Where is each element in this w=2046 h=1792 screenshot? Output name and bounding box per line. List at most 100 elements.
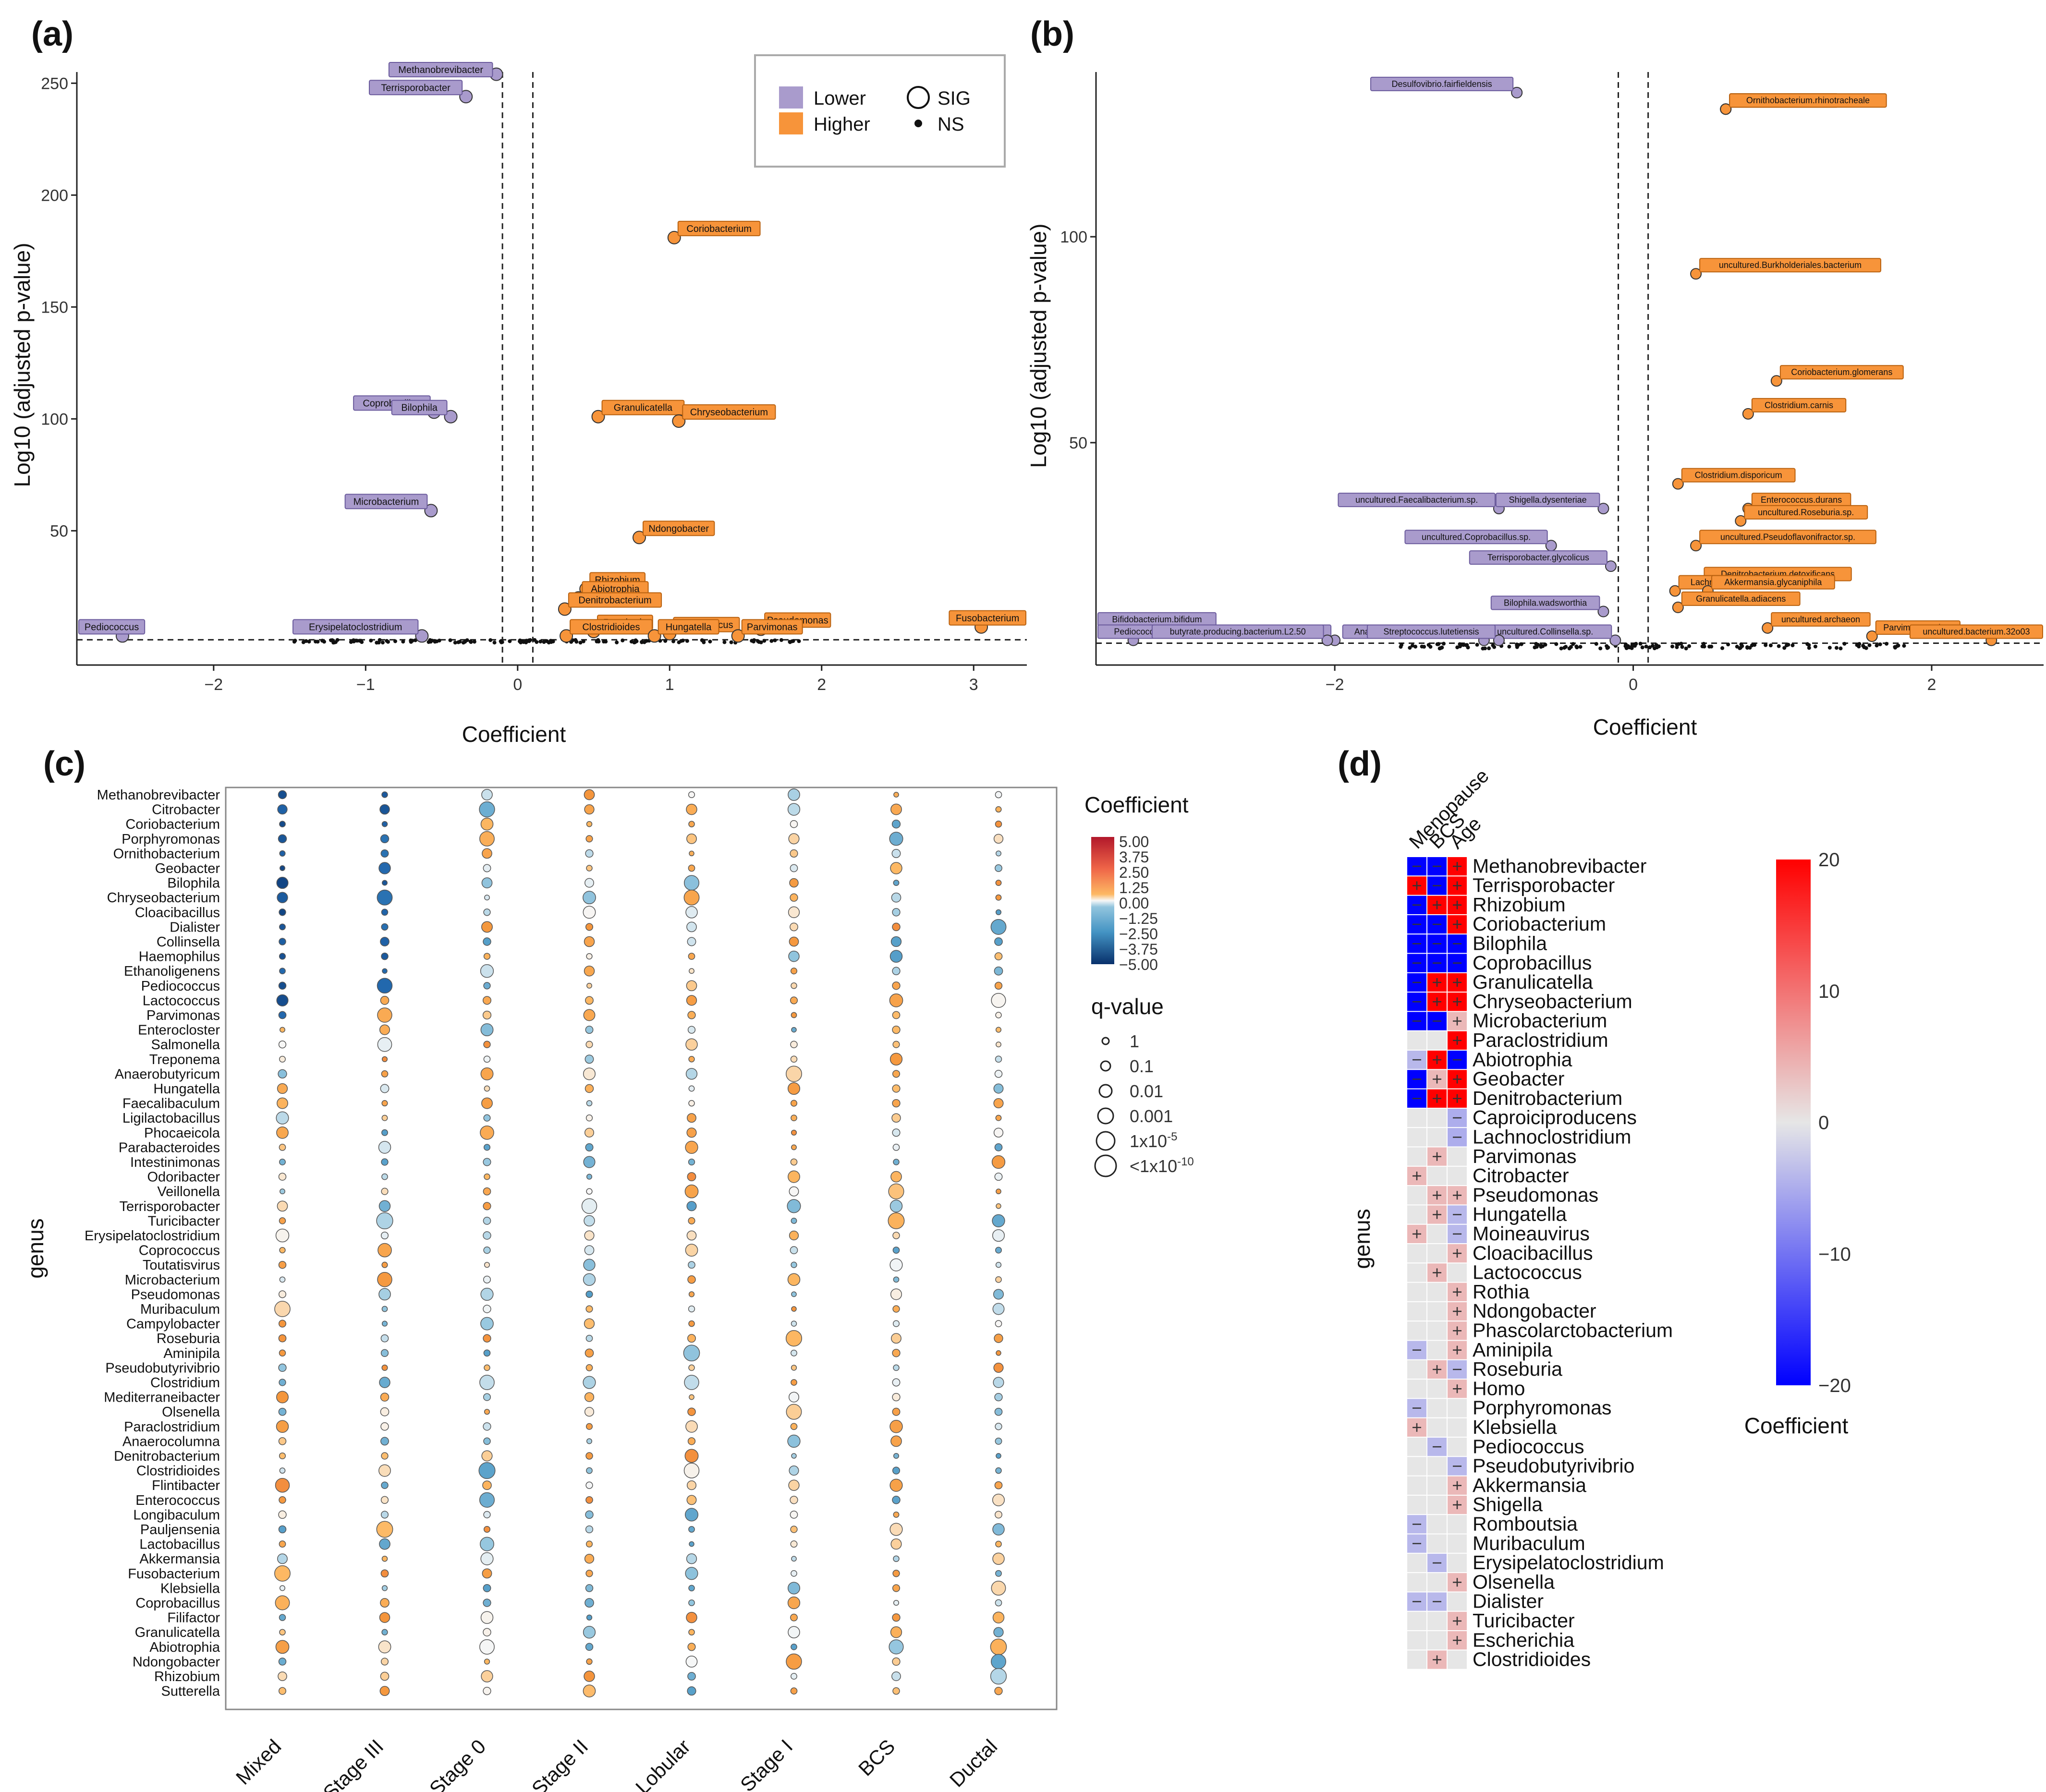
b-ns-point <box>1534 642 1538 646</box>
c-bubble-pediococcus-stage-iii <box>377 978 393 994</box>
c-bubble-filifactor-stage-0 <box>480 1611 494 1624</box>
b-point-uncultured-burkholderiales-bacterium-label: uncultured.Burkholderiales.bacterium <box>1719 260 1862 270</box>
c-bubble-geobacter-mixed <box>280 865 285 871</box>
a-ytick-label: 250 <box>41 74 68 93</box>
c-bubble-anaerobutyricum-bcs <box>892 1070 901 1078</box>
c-bubble-turicibacter-lobular <box>688 1217 695 1224</box>
c-bubble-klebsiella-ductal <box>991 1580 1006 1596</box>
c-genus-label-mediterraneibacter: Mediterraneibacter <box>104 1390 220 1405</box>
b-ns-point <box>1422 644 1426 649</box>
c-bubble-faecalibaculum-ductal <box>993 1098 1004 1109</box>
c-bubble-geobacter-stage-iii <box>378 862 391 874</box>
b-ns-point <box>1861 643 1865 648</box>
c-bubble-pseudomonas-mixed <box>278 1290 287 1298</box>
c-bubble-fusobacterium-stage-0 <box>482 1568 492 1579</box>
a-point-erysipelatoclostridium-label-box <box>292 619 419 635</box>
b-ns-point <box>1768 643 1773 648</box>
c-bubble-faecalibaculum-stage-0 <box>481 1097 493 1109</box>
d-genus-label-klebsiella: Klebsiella <box>1473 1416 1557 1438</box>
c-bubble-erysipelatoclostridium-lobular <box>686 1230 697 1241</box>
d-cell-moineauvirus-bcs <box>1427 1224 1447 1243</box>
c-bubble-coprobacillus-bcs <box>893 1599 900 1606</box>
c-bubble-anaerocolumna-mixed <box>278 1437 287 1445</box>
a-ns-point <box>333 640 338 644</box>
c-genus-label-methanobrevibacter: Methanobrevibacter <box>97 787 220 803</box>
a-ns-point <box>578 641 583 645</box>
b-ns-point <box>1562 646 1567 650</box>
b-point-uncultured-coprobacillus-sp-label-box <box>1404 530 1548 545</box>
c-genus-label-intestinimonas: Intestinimonas <box>130 1155 220 1170</box>
c-bubble-olsenella-lobular <box>687 1407 696 1416</box>
legend-ns-marker <box>914 120 922 127</box>
c-bubble-akkermansia-stage-ii <box>584 1554 595 1564</box>
c-bubble-sutterella-bcs <box>892 1687 900 1695</box>
b-ns-point <box>1463 643 1468 647</box>
d-cell-clostridioides-age <box>1448 1650 1467 1669</box>
c-bubble-hungatella-mixed <box>277 1083 288 1094</box>
c-bubble-klebsiella-stage-i <box>787 1582 801 1595</box>
c-bubble-abiotrophia-stage-ii <box>585 1643 594 1651</box>
b-ns-point <box>1777 644 1781 648</box>
a-ns-point <box>773 638 777 642</box>
c-genus-label-coprococcus: Coprococcus <box>139 1243 220 1259</box>
b-ns-point <box>1764 643 1768 647</box>
d-genus-label-pseudomonas: Pseudomonas <box>1473 1184 1598 1206</box>
c-bubble-mediterraneibacter-stage-0 <box>483 1393 491 1401</box>
a-xtick-label: 3 <box>969 676 978 694</box>
d-color-tick-label: −10 <box>1818 1244 1851 1265</box>
a-ytick-label: 150 <box>41 298 68 316</box>
d-cell-shigella-menopause <box>1407 1495 1426 1514</box>
c-bubble-ligilactobacillus-lobular <box>687 1113 696 1123</box>
a-point-coriobacterium-label: Coriobacterium <box>686 224 752 234</box>
a-point-terrisporobacter-label-box <box>368 80 463 96</box>
b-point-bilophila-wadsworthia-label: Bilophila.wadsworthia <box>1504 598 1587 608</box>
a-ns-point <box>304 639 308 643</box>
c-bubble-toutatisvirus-bcs <box>889 1258 903 1271</box>
c-bubble-hungatella-bcs <box>892 1084 901 1093</box>
a-point-bilophila <box>444 410 458 424</box>
c-bubble-methanobrevibacter-bcs <box>893 792 899 798</box>
c-bubble-enterocloster-lobular <box>687 1026 696 1034</box>
legend-lower-swatch <box>779 86 803 109</box>
b-ns-point <box>1687 644 1692 648</box>
a-xtick-label: 2 <box>817 676 826 694</box>
b-xtick-label: −2 <box>1326 676 1344 694</box>
d-genus-label-chryseobacterium: Chryseobacterium <box>1473 990 1632 1012</box>
b-ns-point <box>1491 643 1495 647</box>
d-color-tick-label: −20 <box>1818 1375 1851 1396</box>
c-size-legend-circle <box>1101 1037 1110 1045</box>
c-bubble-coprobacillus-mixed <box>275 1595 290 1610</box>
b-point-uncultured-faecalibacterium-sp-label-box <box>1338 493 1496 508</box>
c-bubble-odoribacter-stage-0 <box>484 1173 490 1180</box>
c-bubble-olsenella-mixed <box>278 1407 287 1416</box>
c-bubble-ligilactobacillus-stage-i <box>791 1114 797 1122</box>
c-bubble-parvimonas-lobular <box>687 1011 696 1019</box>
a-ns-point <box>671 639 676 643</box>
c-genus-label-pediococcus: Pediococcus <box>141 979 220 994</box>
c-bubble-clostridioides-stage-iii <box>378 1464 391 1477</box>
c-color-tick-label: 0.00 <box>1119 895 1149 912</box>
a-point-granulicatella-label: Granulicatella <box>614 403 673 413</box>
d-genus-label-rothia: Rothia <box>1473 1281 1530 1303</box>
d-genus-label-homo: Homo <box>1473 1377 1525 1399</box>
c-genus-label-clostridioides: Clostridioides <box>136 1464 220 1479</box>
b-point-bilophila-wadsworthia <box>1597 605 1609 618</box>
d-genus-label-caproiciproducens: Caproiciproducens <box>1473 1106 1637 1128</box>
b-point-coriobacterium-glomerans-label: Coriobacterium.glomerans <box>1791 367 1892 377</box>
c-bubble-erysipelatoclostridium-stage-0 <box>483 1231 491 1240</box>
b-ns-point <box>1748 645 1752 650</box>
c-bubble-veillonella-ductal <box>996 1188 1001 1195</box>
c-bubble-porphyromonas-stage-iii <box>380 834 390 844</box>
c-bubble-toutatisvirus-lobular <box>688 1261 695 1269</box>
c-bubble-salmonella-ductal <box>996 1041 1001 1048</box>
c-bubble-citrobacter-ductal <box>995 806 1002 813</box>
c-bubble-muribaculum-stage-0 <box>483 1305 491 1313</box>
c-bubble-ornithobacterium-ductal <box>995 850 1002 857</box>
c-bubble-longibaculum-stage-iii <box>380 1511 389 1519</box>
b-ns-point <box>1867 643 1872 647</box>
c-bubble-paraclostridium-ductal <box>995 1423 1002 1430</box>
c-bubble-pseudobutyrivibrio-lobular <box>688 1364 695 1371</box>
c-genus-label-bilophila: Bilophila <box>167 876 220 891</box>
c-bubble-flintibacter-ductal <box>994 1481 1003 1489</box>
c-bubble-ligilactobacillus-stage-ii <box>585 1114 593 1122</box>
